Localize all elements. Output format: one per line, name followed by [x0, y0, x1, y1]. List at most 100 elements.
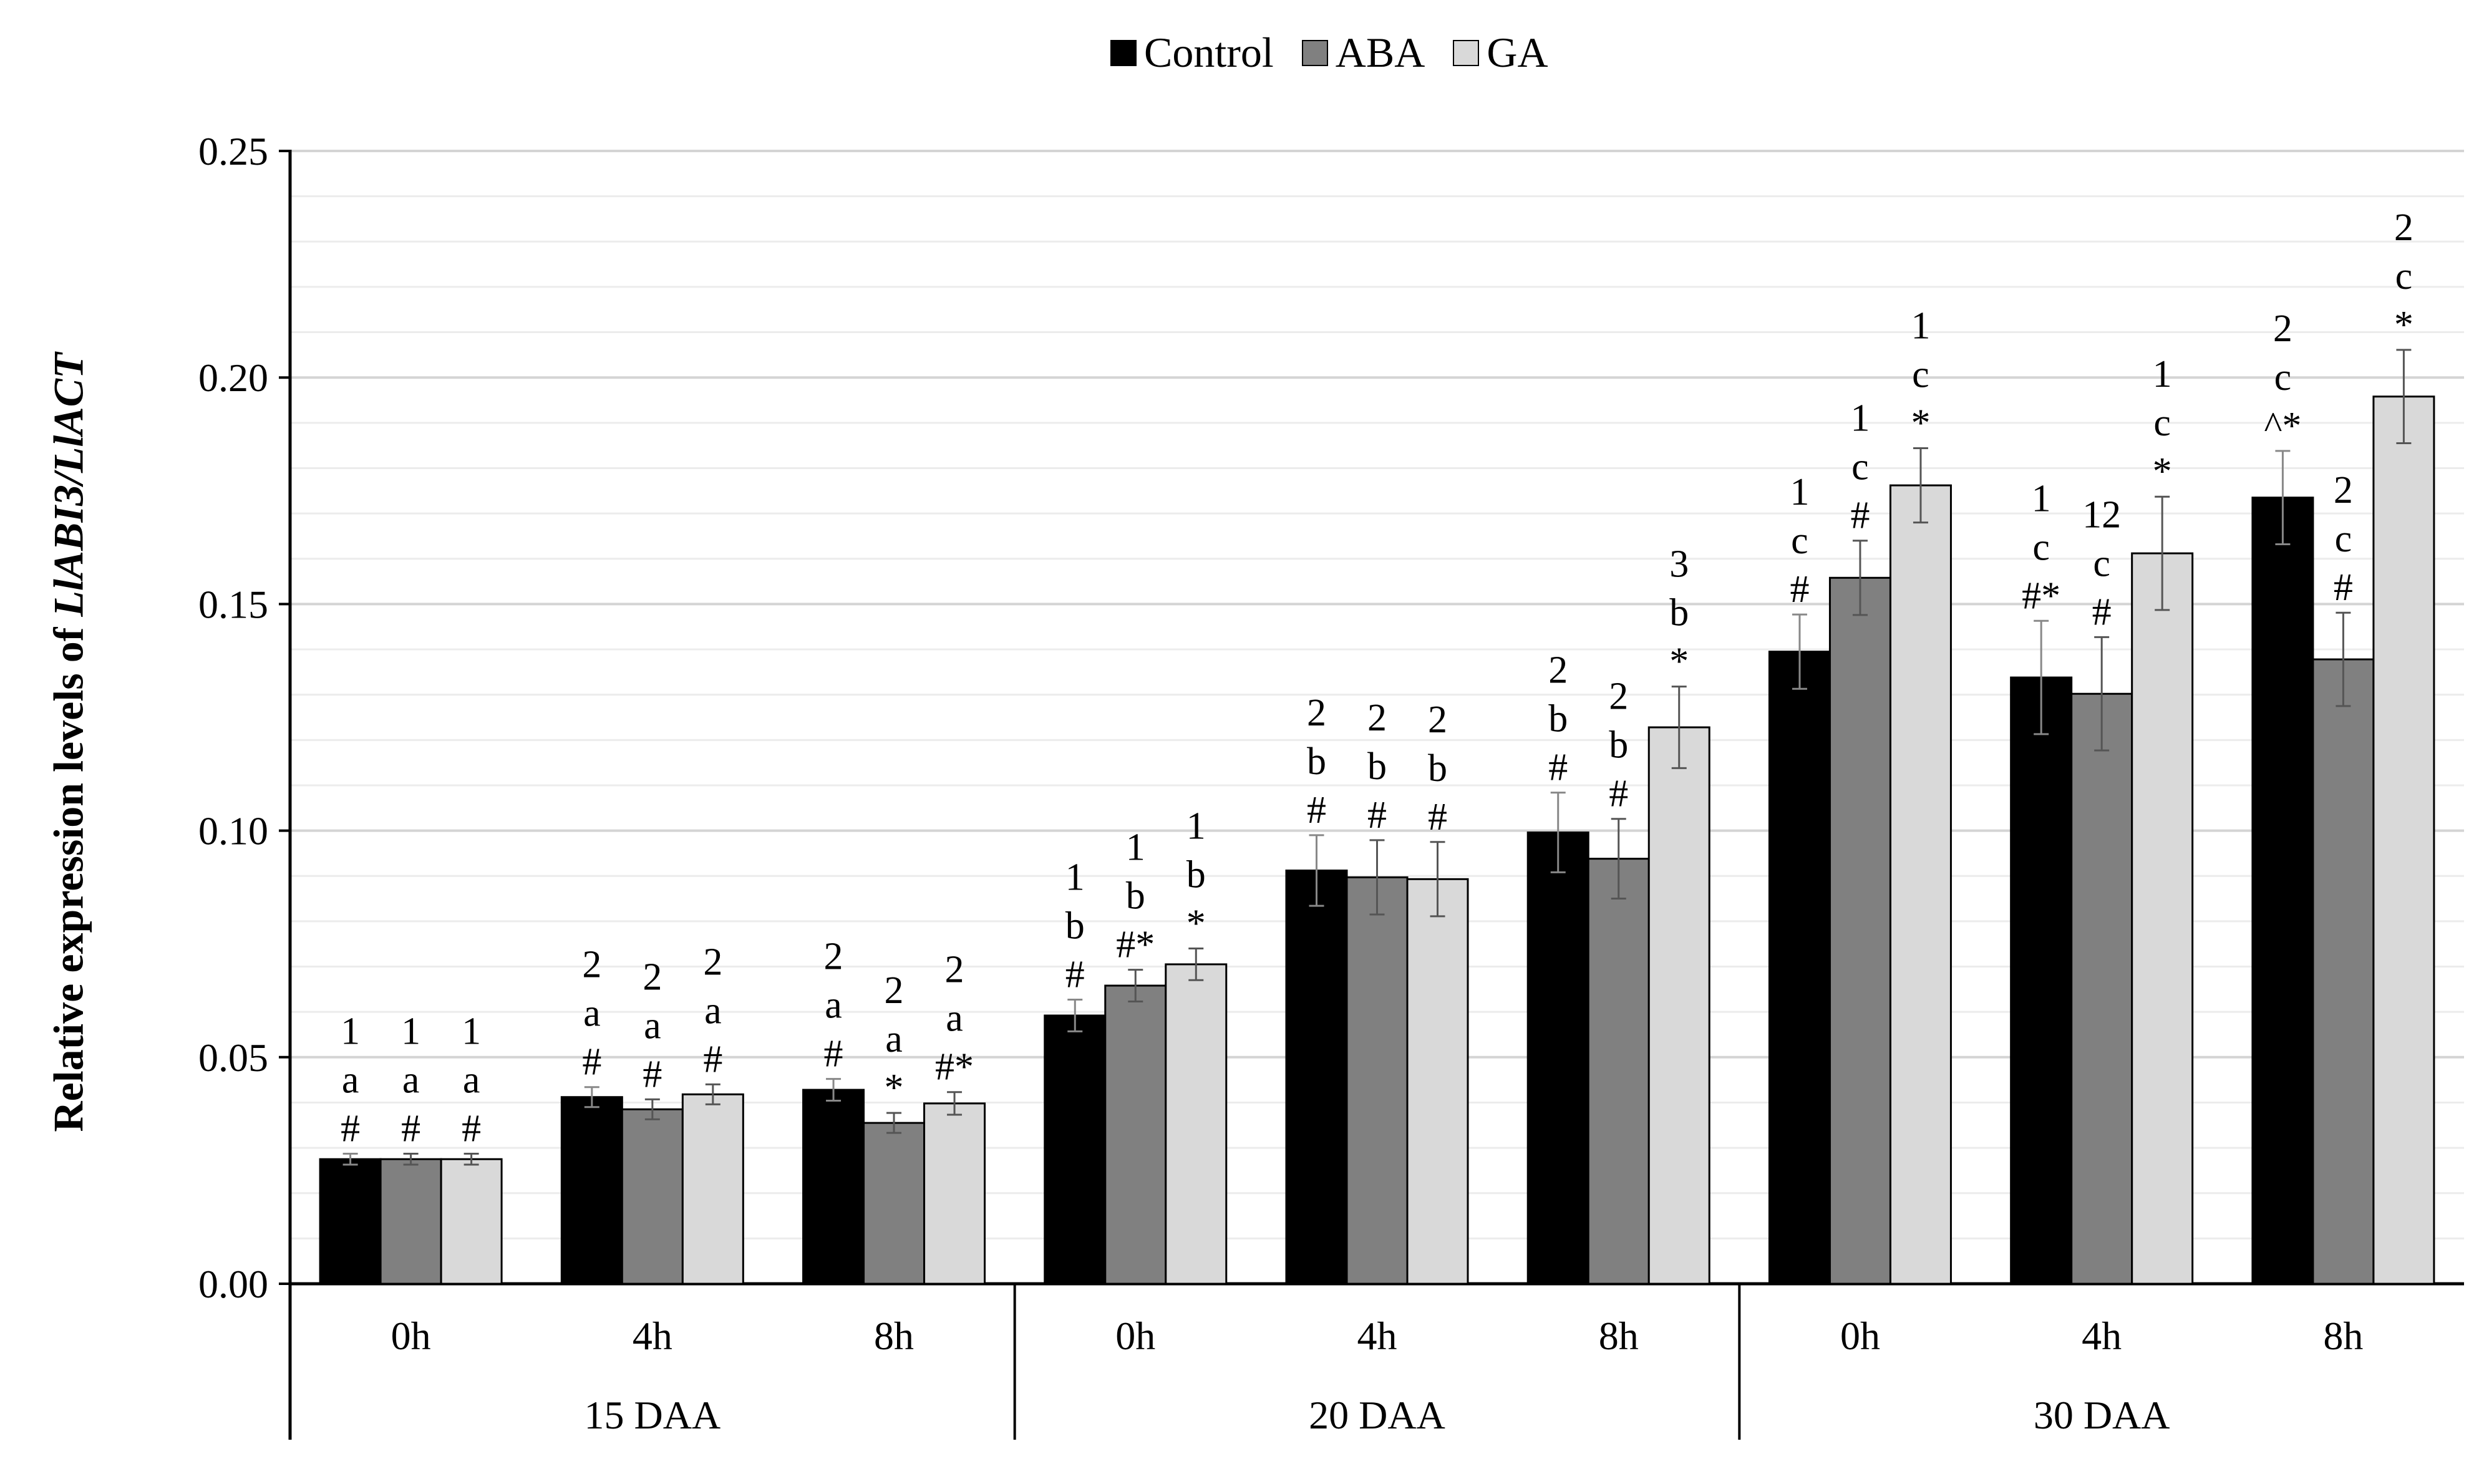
significance-label: a: [402, 1059, 420, 1102]
significance-label: 2: [1307, 692, 1326, 734]
significance-label: c: [2153, 402, 2171, 444]
significance-label: #: [1609, 773, 1628, 815]
bar-aba: [1587, 858, 1650, 1285]
significance-label: 3: [1669, 543, 1689, 586]
significance-label: b: [1186, 853, 1206, 896]
significance-label: a: [644, 1004, 661, 1047]
x-tick-label: 4h: [2082, 1314, 2122, 1358]
significance-label: 2: [945, 949, 964, 991]
bar-ga: [2131, 552, 2194, 1285]
bar-control: [1285, 870, 1348, 1285]
significance-label: #: [703, 1038, 722, 1080]
legend-swatch-aba: [1301, 39, 1328, 66]
significance-label: 2: [582, 944, 601, 986]
significance-label: #: [1790, 568, 1809, 611]
significance-label: #: [2334, 566, 2353, 609]
significance-label: 12: [2082, 493, 2121, 536]
x-tick-label: 8h: [2323, 1314, 2363, 1358]
bar-ga: [1647, 726, 1710, 1285]
x-tick-label: 0h: [1115, 1314, 1155, 1358]
significance-label: a: [885, 1018, 903, 1060]
significance-label: #: [824, 1033, 843, 1075]
significance-label: c: [1851, 446, 1869, 488]
significance-label: b: [1367, 745, 1387, 788]
significance-label: b: [1065, 905, 1085, 948]
significance-label: 1: [341, 1011, 360, 1053]
significance-label: a: [704, 989, 722, 1032]
significance-label: #: [2092, 591, 2112, 633]
bar-control: [1768, 651, 1831, 1285]
significance-label: b: [1428, 747, 1447, 790]
significance-label: a: [463, 1059, 480, 1102]
bar-aba: [2070, 692, 2133, 1285]
bar-ga: [923, 1102, 986, 1285]
bar-ga: [681, 1093, 744, 1285]
significance-label: #*: [1116, 924, 1155, 966]
bar-ga: [1406, 878, 1469, 1285]
significance-label: c: [2335, 518, 2352, 560]
legend-item-aba: ABA: [1301, 28, 1425, 77]
y-tick-label: 0.00: [198, 1262, 268, 1306]
legend: Control ABA GA: [1110, 28, 1576, 77]
bar-control: [560, 1096, 623, 1285]
significance-label: a: [583, 992, 601, 1035]
bar-control: [319, 1158, 382, 1285]
significance-label: #: [1850, 495, 1870, 537]
significance-label: b: [1307, 740, 1326, 783]
bar-control: [802, 1089, 865, 1285]
significance-label: 1: [1911, 305, 1930, 347]
significance-label: #: [462, 1108, 481, 1150]
x-tick-label: 8h: [1599, 1314, 1639, 1358]
significance-label: #: [1307, 789, 1326, 832]
legend-item-control: Control: [1110, 28, 1274, 77]
significance-label: #: [341, 1108, 360, 1150]
significance-label: 1: [462, 1011, 481, 1053]
bar-aba: [863, 1122, 926, 1285]
significance-label: #: [1548, 747, 1568, 789]
y-tick-label: 0.15: [198, 582, 268, 626]
legend-label-ga: GA: [1487, 29, 1548, 76]
legend-label-control: Control: [1144, 29, 1274, 76]
significance-label: 2: [1548, 649, 1568, 692]
group-label: 30 DAA: [2034, 1393, 2170, 1437]
x-tick-label: 0h: [391, 1314, 431, 1358]
significance-label: c: [2395, 255, 2413, 298]
significance-label: 1: [1065, 856, 1085, 899]
significance-label: *: [1911, 402, 1930, 445]
group-label: 20 DAA: [1309, 1393, 1445, 1437]
significance-label: a: [342, 1059, 359, 1102]
significance-label: 1: [1850, 397, 1870, 440]
legend-swatch-control: [1110, 39, 1137, 66]
significance-label: b: [1548, 698, 1568, 740]
significance-label: c: [1912, 354, 1929, 396]
significance-label: 2: [1428, 699, 1447, 741]
significance-label: c: [1791, 520, 1808, 562]
significance-label: ^*: [2264, 405, 2301, 447]
bar-aba: [1828, 576, 1891, 1285]
significance-label: b: [1609, 724, 1628, 767]
significance-label: *: [2394, 304, 2414, 346]
significance-label: b: [1669, 592, 1689, 634]
significance-label: 1: [2153, 353, 2172, 395]
significance-label: 1: [2032, 477, 2051, 520]
significance-label: 1: [401, 1011, 420, 1053]
significance-label: *: [1669, 641, 1689, 683]
legend-label-aba: ABA: [1335, 29, 1425, 76]
significance-label: #: [1065, 954, 1085, 996]
significance-label: #: [401, 1108, 420, 1150]
significance-label: a: [825, 984, 842, 1027]
bar-control: [2251, 497, 2314, 1285]
significance-label: c: [2274, 356, 2292, 399]
bar-control: [1044, 1014, 1107, 1285]
significance-label: 2: [2273, 308, 2292, 350]
bar-aba: [1346, 876, 1409, 1285]
significance-label: 2: [885, 969, 904, 1012]
y-tick-label: 0.05: [198, 1035, 268, 1080]
significance-label: #: [1367, 794, 1387, 837]
significance-label: 1: [1126, 827, 1145, 869]
bar-ga: [2372, 395, 2435, 1285]
significance-label: #: [1428, 796, 1447, 838]
x-tick-label: 8h: [874, 1314, 914, 1358]
significance-label: *: [885, 1067, 904, 1109]
bar-aba: [621, 1108, 684, 1285]
